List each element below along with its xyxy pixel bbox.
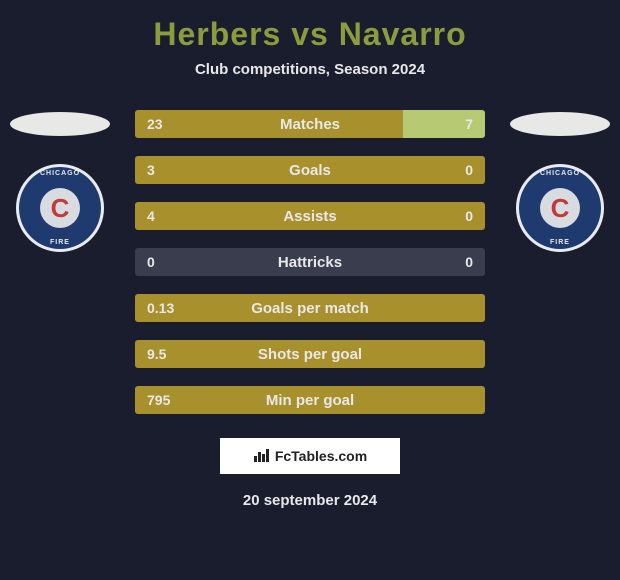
left-column: CHICAGO C FIRE xyxy=(10,112,110,252)
right-column: CHICAGO C FIRE xyxy=(510,112,610,252)
player-left-placeholder xyxy=(10,112,110,136)
title-vs: vs xyxy=(291,16,329,52)
attribution-text: FcTables.com xyxy=(275,448,367,464)
badge-bottom-text: FIRE xyxy=(550,239,570,246)
badge-top-text: CHICAGO xyxy=(40,170,80,177)
stat-label: Matches xyxy=(135,110,485,138)
player-right-placeholder xyxy=(510,112,610,136)
page-title: Herbers vs Navarro xyxy=(0,16,620,53)
stat-label: Assists xyxy=(135,202,485,230)
stat-row: 30Goals xyxy=(135,156,485,184)
stat-row: 00Hattricks xyxy=(135,248,485,276)
stat-label: Goals per match xyxy=(135,294,485,322)
attribution-box: FcTables.com xyxy=(220,438,400,474)
stat-label: Shots per goal xyxy=(135,340,485,368)
comparison-container: Herbers vs Navarro Club competitions, Se… xyxy=(0,0,620,580)
stat-row: 9.5Shots per goal xyxy=(135,340,485,368)
stat-row: 795Min per goal xyxy=(135,386,485,414)
stat-label: Min per goal xyxy=(135,386,485,414)
stat-row: 0.13Goals per match xyxy=(135,294,485,322)
subtitle: Club competitions, Season 2024 xyxy=(0,61,620,78)
badge-top-text: CHICAGO xyxy=(540,170,580,177)
player-right-name: Navarro xyxy=(339,16,467,52)
stat-row: 237Matches xyxy=(135,110,485,138)
chart-icon xyxy=(253,448,269,465)
club-badge-left: CHICAGO C FIRE xyxy=(16,164,104,252)
date-text: 20 september 2024 xyxy=(0,492,620,509)
stat-row: 40Assists xyxy=(135,202,485,230)
club-badge-right: CHICAGO C FIRE xyxy=(516,164,604,252)
badge-bottom-text: FIRE xyxy=(50,239,70,246)
stats-panel: 237Matches 30Goals 40Assists 00Hattricks 0.1… xyxy=(135,110,485,414)
player-left-name: Herbers xyxy=(153,16,281,52)
stat-label: Hattricks xyxy=(135,248,485,276)
stat-label: Goals xyxy=(135,156,485,184)
